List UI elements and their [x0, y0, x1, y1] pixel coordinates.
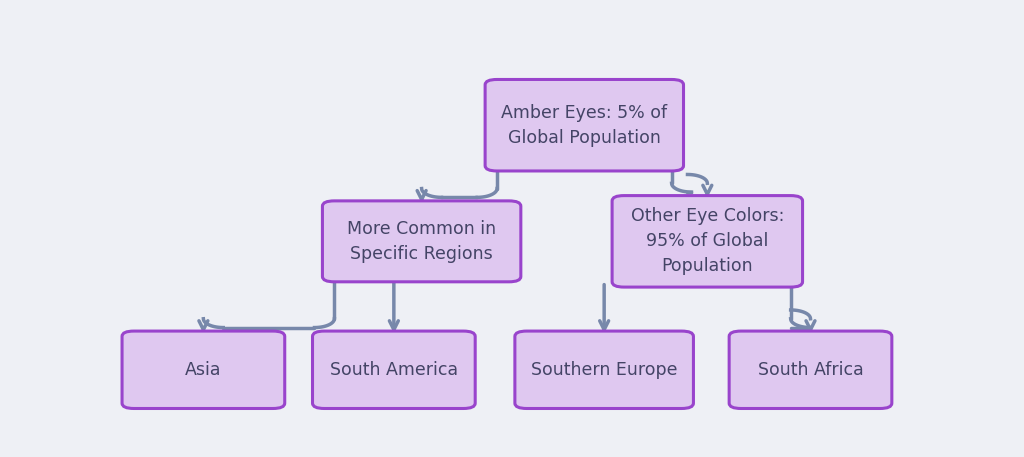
FancyBboxPatch shape: [323, 201, 521, 282]
Text: South Africa: South Africa: [758, 361, 863, 379]
Text: Other Eye Colors:
95% of Global
Population: Other Eye Colors: 95% of Global Populati…: [631, 207, 784, 275]
Text: South America: South America: [330, 361, 458, 379]
FancyBboxPatch shape: [729, 331, 892, 409]
Text: Asia: Asia: [185, 361, 221, 379]
Text: Southern Europe: Southern Europe: [530, 361, 678, 379]
FancyBboxPatch shape: [515, 331, 693, 409]
FancyBboxPatch shape: [122, 331, 285, 409]
FancyBboxPatch shape: [312, 331, 475, 409]
Text: Amber Eyes: 5% of
Global Population: Amber Eyes: 5% of Global Population: [502, 104, 668, 147]
FancyBboxPatch shape: [612, 196, 803, 287]
FancyBboxPatch shape: [485, 80, 684, 171]
Text: More Common in
Specific Regions: More Common in Specific Regions: [347, 220, 497, 263]
